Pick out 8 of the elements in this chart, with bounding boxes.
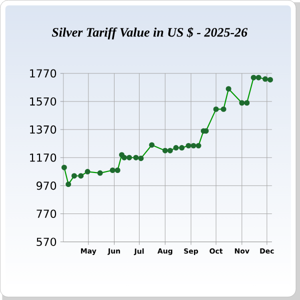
chart-title: Silver Tariff Value in US $ - 2025-26: [52, 27, 248, 40]
y-tick-label: 1370: [30, 125, 56, 134]
y-tick-label: 1770: [30, 69, 56, 78]
y-tick-label: 1570: [30, 97, 56, 106]
y-tick-label: 970: [36, 182, 56, 190]
y-tick-label: 570: [36, 238, 56, 246]
y-tick-label: 1170: [30, 153, 56, 162]
y-tick-label: 770: [36, 210, 56, 218]
